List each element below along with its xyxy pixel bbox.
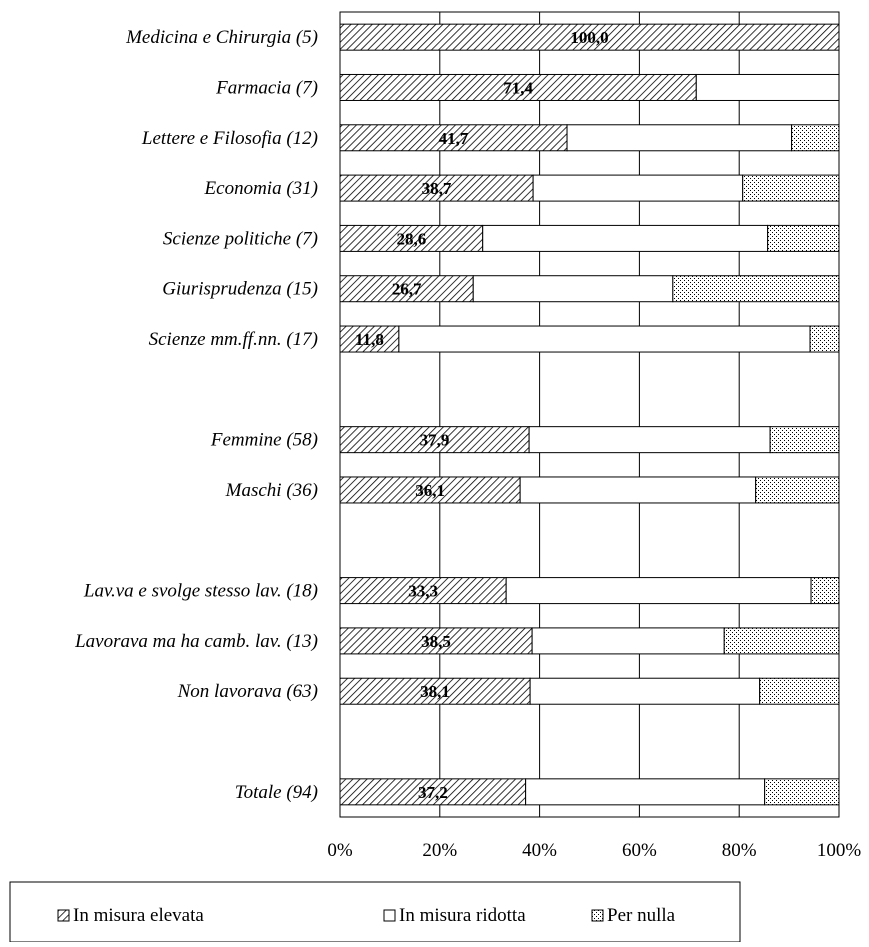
category-label: Scienze mm.ff.nn. (17) bbox=[149, 329, 318, 350]
category-label: Totale (94) bbox=[235, 782, 318, 803]
bar-segment-2 bbox=[505, 577, 812, 605]
plot-frame bbox=[339, 11, 840, 818]
bar-segment-1 bbox=[339, 23, 840, 51]
category-label: Giurisprudenza (15) bbox=[162, 279, 318, 300]
bar-segment-2 bbox=[529, 677, 761, 705]
legend-swatch bbox=[383, 909, 396, 922]
bar-segment-3 bbox=[672, 275, 840, 303]
bar-segment-1 bbox=[339, 577, 507, 605]
x-tick-label: 80% bbox=[722, 840, 757, 861]
bar-segment-2 bbox=[472, 275, 674, 303]
data-label: 38,7 bbox=[422, 179, 452, 198]
data-label: 11,8 bbox=[355, 330, 384, 349]
category-label: Lavorava ma ha camb. lav. (13) bbox=[74, 631, 318, 652]
x-tick-label: 0% bbox=[327, 840, 353, 861]
bar-segment-3 bbox=[810, 577, 840, 605]
data-label: 38,5 bbox=[421, 632, 451, 651]
bar-segment-2 bbox=[525, 778, 766, 806]
bar-segment-3 bbox=[809, 325, 840, 353]
category-label: Non lavorava (63) bbox=[177, 681, 318, 702]
bar-segment-3 bbox=[791, 124, 840, 152]
bar-segment-3 bbox=[769, 426, 840, 454]
bar-segment-2 bbox=[566, 124, 793, 152]
bar-segment-1 bbox=[339, 778, 527, 806]
category-label: Femmine (58) bbox=[210, 430, 318, 451]
category-label: Farmacia (7) bbox=[215, 77, 318, 98]
category-label: Medicina e Chirurgia (5) bbox=[125, 27, 318, 48]
category-label: Lav.va e svolge stesso lav. (18) bbox=[83, 581, 318, 602]
data-label: 71,4 bbox=[503, 78, 533, 97]
bar-segment-1 bbox=[339, 476, 521, 504]
category-label: Scienze politiche (7) bbox=[163, 228, 318, 249]
bar-segment-2 bbox=[519, 476, 757, 504]
legend-label: In misura elevata bbox=[73, 905, 204, 926]
bar-segment-2 bbox=[532, 174, 744, 202]
category-label: Maschi (36) bbox=[225, 480, 318, 501]
bar-segment-2 bbox=[528, 426, 771, 454]
bar-segment-2 bbox=[398, 325, 811, 353]
data-label: 33,3 bbox=[408, 582, 438, 601]
bar-segment-3 bbox=[767, 224, 840, 252]
bar-segment-2 bbox=[531, 627, 725, 655]
bar-segment-3 bbox=[759, 677, 840, 705]
x-tick-label: 60% bbox=[622, 840, 657, 861]
bar-segment-1 bbox=[339, 73, 697, 101]
legend-swatch bbox=[591, 909, 604, 922]
x-tick-label: 100% bbox=[817, 840, 862, 861]
legend-label: In misura ridotta bbox=[399, 905, 526, 926]
x-axis-ticks: 0% 20% 40% 60% 80% 100% bbox=[327, 840, 861, 861]
bars bbox=[339, 23, 840, 806]
bar-segment-2 bbox=[695, 73, 840, 101]
bar-segment-2 bbox=[482, 224, 769, 252]
bar-segment-3 bbox=[755, 476, 840, 504]
legend-swatch bbox=[57, 909, 70, 922]
data-label: 38,1 bbox=[420, 682, 450, 701]
bar-segment-3 bbox=[742, 174, 840, 202]
bar-segment-3 bbox=[723, 627, 840, 655]
x-tick-label: 40% bbox=[522, 840, 557, 861]
legend: In misura elevata In misura ridotta Per nu… bbox=[9, 881, 741, 943]
category-labels: Medicina e Chirurgia (5) 100,0 Farmacia (7… bbox=[74, 27, 609, 803]
data-label: 26,7 bbox=[392, 280, 422, 299]
data-label: 36,1 bbox=[415, 481, 445, 500]
legend-label: Per nulla bbox=[607, 905, 676, 926]
data-label: 100,0 bbox=[570, 28, 608, 47]
data-label: 37,9 bbox=[420, 431, 450, 450]
category-label: Lettere e Filosofia (12) bbox=[141, 128, 318, 149]
bar-segment-3 bbox=[764, 778, 840, 806]
data-label: 37,2 bbox=[418, 783, 448, 802]
data-label: 41,7 bbox=[439, 129, 469, 148]
bar-segment-1 bbox=[339, 426, 530, 454]
bar-segment-1 bbox=[339, 224, 484, 252]
bar-segment-1 bbox=[339, 677, 531, 705]
data-label: 28,6 bbox=[396, 229, 426, 248]
x-tick-label: 20% bbox=[422, 840, 457, 861]
category-label: Economia (31) bbox=[204, 178, 318, 199]
